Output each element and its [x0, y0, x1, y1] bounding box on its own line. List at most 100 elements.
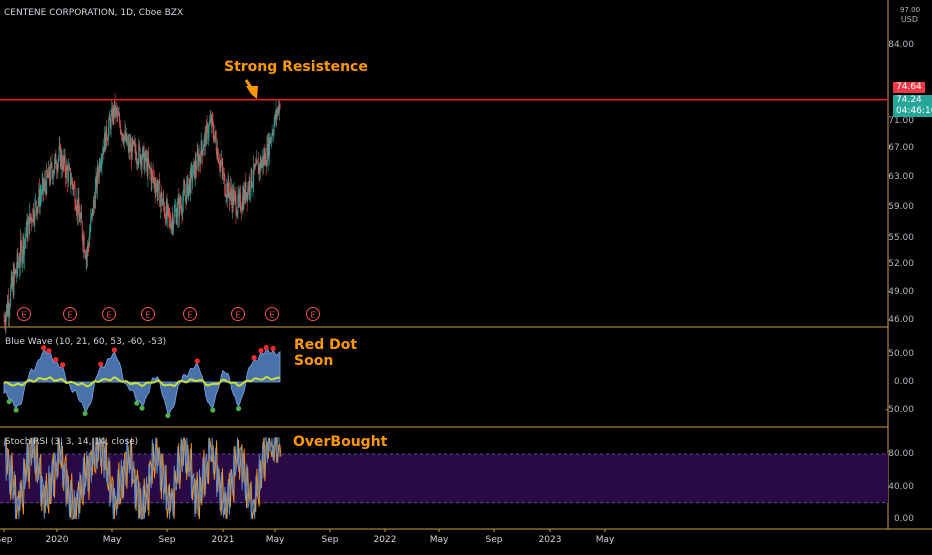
- candle-body: [197, 152, 199, 155]
- candle-body: [175, 209, 177, 224]
- candle-body: [112, 107, 114, 122]
- candle-body: [9, 305, 11, 310]
- candle-body: [26, 222, 28, 239]
- candle-body: [265, 165, 267, 167]
- candle-body: [230, 187, 232, 196]
- candle-body: [12, 277, 14, 296]
- earnings-marker-label: E: [269, 311, 274, 320]
- candle-body: [131, 139, 133, 160]
- candle-body: [156, 183, 157, 187]
- candle-body: [165, 202, 167, 224]
- candle-body: [98, 162, 100, 177]
- candle-body: [86, 254, 88, 257]
- candle-body: [232, 190, 234, 208]
- candle-body: [25, 235, 27, 238]
- candle-body: [3, 320, 5, 321]
- candle-body: [97, 168, 99, 176]
- candle-body: [102, 147, 104, 155]
- candle-body: [136, 160, 138, 162]
- candle-body: [225, 196, 227, 197]
- candle-body: [196, 169, 197, 171]
- candle-body: [111, 108, 113, 122]
- candle-body: [121, 132, 123, 136]
- candle-body: [123, 139, 125, 144]
- candle-body: [90, 217, 92, 230]
- candle-body: [6, 304, 8, 315]
- candle-body: [50, 163, 52, 181]
- candle-body: [167, 204, 169, 209]
- candle-body: [202, 149, 204, 156]
- candle-body: [77, 199, 79, 216]
- candle-body: [188, 178, 190, 185]
- candle-body: [96, 168, 98, 189]
- stoch-rsi-title[interactable]: Stoch RSI (3, 3, 14, 14, close): [5, 437, 139, 447]
- candle-body: [15, 270, 17, 274]
- candle-body: [23, 240, 25, 256]
- candle-body: [12, 277, 13, 287]
- blue-wave-area: [3, 349, 281, 415]
- stoch-rsi-k-line: [3, 437, 281, 520]
- candle-body: [39, 195, 41, 207]
- candle-body: [203, 136, 205, 147]
- candle-body: [215, 131, 217, 140]
- candle-body: [152, 172, 154, 179]
- time-axis-label: 2023: [538, 535, 562, 545]
- candle-body: [143, 147, 145, 170]
- candle-body: [21, 244, 23, 263]
- candle-body: [133, 141, 134, 145]
- candle-body: [104, 133, 105, 152]
- candle-body: [267, 144, 268, 161]
- candle-body: [108, 126, 109, 139]
- candle-body: [45, 185, 47, 194]
- candle-body: [65, 164, 67, 178]
- candle-body: [100, 164, 102, 170]
- candle-body: [81, 222, 83, 237]
- blue-wave-title[interactable]: Blue Wave (10, 21, 60, 53, -60, -53): [5, 337, 167, 347]
- candle-body: [169, 218, 171, 226]
- candle-body: [157, 190, 159, 196]
- candle-body: [123, 136, 125, 144]
- candle-body: [198, 154, 199, 167]
- candle-body: [263, 155, 265, 166]
- price-axis-label: 49.00: [888, 287, 914, 297]
- candle-body: [127, 141, 129, 144]
- candle-body: [270, 138, 272, 144]
- candle-body: [217, 149, 219, 159]
- price-axis-label: 52.00: [888, 259, 914, 269]
- candle-body: [182, 201, 184, 214]
- candle-body: [271, 138, 272, 140]
- candle-body: [59, 146, 61, 148]
- candle-body: [53, 170, 55, 174]
- candle-body: [187, 177, 189, 198]
- candle-body: [115, 107, 117, 115]
- candle-body: [58, 156, 59, 162]
- candle-body: [163, 197, 165, 205]
- candle-body: [223, 173, 225, 175]
- candle-body: [258, 164, 260, 175]
- candle-body: [167, 204, 169, 216]
- candle-body: [251, 168, 253, 186]
- candle-body: [186, 177, 188, 185]
- candle-body: [5, 314, 7, 326]
- candle-body: [238, 194, 240, 202]
- candle-body: [105, 125, 107, 150]
- candle-body: [114, 100, 116, 115]
- wave-red-dot: [258, 347, 264, 354]
- candle-body: [41, 184, 43, 196]
- candle-body: [175, 209, 176, 211]
- candle-body: [207, 133, 209, 139]
- candle-body: [194, 161, 196, 179]
- candle-body: [100, 164, 102, 166]
- symbol-title[interactable]: CENTENE CORPORATION, 1D, Cboe BZX: [4, 8, 184, 18]
- candle-body: [209, 121, 211, 124]
- wave-red-dot: [194, 358, 200, 364]
- candle-body: [272, 133, 274, 135]
- candle-body: [36, 207, 38, 214]
- candle-body: [127, 143, 128, 145]
- candle-body: [245, 182, 247, 200]
- candle-body: [168, 208, 170, 217]
- candle-body: [254, 165, 256, 170]
- earnings-marker-label: E: [235, 311, 240, 320]
- candle-body: [240, 210, 242, 212]
